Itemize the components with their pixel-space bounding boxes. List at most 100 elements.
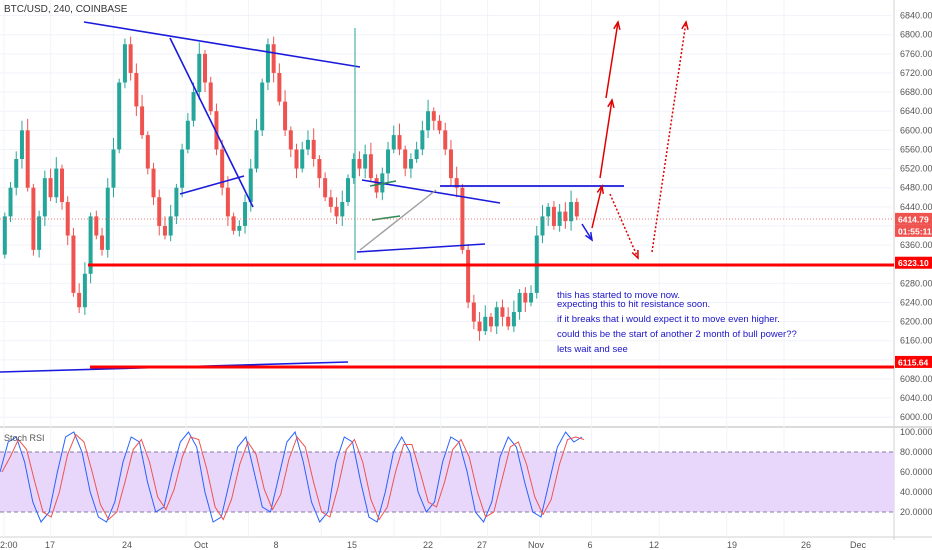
candle bbox=[517, 289, 522, 320]
time-tick-label: 15 bbox=[347, 540, 357, 550]
price-tick-label: 6000.00 bbox=[900, 412, 932, 422]
candle bbox=[203, 49, 207, 93]
candle bbox=[214, 103, 219, 156]
time-tick-label: 2:00 bbox=[0, 540, 18, 550]
candle bbox=[82, 262, 87, 315]
candle bbox=[265, 38, 270, 91]
trend-drawings bbox=[0, 20, 894, 373]
svg-text:01:55:11: 01:55:11 bbox=[898, 226, 932, 236]
time-axis[interactable]: 2:00 17 24 Oct 8 15 22 27 Nov 6 12 19 26 Dec bbox=[0, 540, 866, 550]
candle bbox=[140, 94, 145, 139]
candle bbox=[323, 172, 328, 202]
time-tick-label: Nov bbox=[528, 540, 545, 550]
candle bbox=[328, 189, 333, 213]
candle bbox=[8, 181, 13, 223]
candle bbox=[477, 312, 482, 341]
time-tick-label: 8 bbox=[273, 540, 278, 550]
projection-arrow bbox=[581, 223, 593, 241]
symbol-label[interactable]: BTC/USD, 240, COINBASE bbox=[4, 4, 128, 15]
stoch-tick-label: 80.0000 bbox=[900, 447, 932, 457]
trend-line bbox=[369, 180, 397, 187]
candle bbox=[14, 151, 19, 196]
candle bbox=[426, 99, 431, 138]
price-tick-label: 6800.00 bbox=[900, 30, 932, 40]
candle bbox=[88, 212, 93, 284]
candle bbox=[48, 168, 53, 202]
candle bbox=[494, 301, 499, 335]
candle bbox=[334, 197, 339, 225]
price-tick-label: 6600.00 bbox=[900, 125, 932, 135]
time-tick-label: Oct bbox=[194, 540, 209, 550]
note-line: lets wait and see bbox=[557, 344, 628, 355]
candle bbox=[363, 144, 368, 179]
candle bbox=[243, 194, 248, 234]
candle bbox=[420, 120, 425, 156]
candle bbox=[37, 210, 42, 258]
candle bbox=[237, 220, 242, 237]
candle bbox=[191, 82, 196, 127]
price-pane bbox=[0, 0, 894, 426]
price-tick-label: 6160.00 bbox=[900, 336, 932, 346]
arrow-head bbox=[585, 231, 594, 242]
candle bbox=[277, 63, 282, 106]
candle bbox=[254, 118, 259, 173]
time-tick-label: 12 bbox=[649, 540, 659, 550]
candle bbox=[368, 142, 373, 182]
candle bbox=[271, 36, 276, 83]
candle bbox=[288, 126, 293, 158]
trend-line bbox=[169, 37, 254, 208]
svg-text:6414.79: 6414.79 bbox=[898, 214, 929, 224]
candle bbox=[117, 78, 122, 154]
price-tick-label: 6360.00 bbox=[900, 240, 932, 250]
price-tick-label: 6840.00 bbox=[900, 11, 932, 21]
candle bbox=[77, 283, 82, 313]
candle bbox=[557, 203, 562, 232]
price-badge: 6115.64 bbox=[895, 355, 932, 368]
candle bbox=[529, 285, 534, 307]
price-tick-label: 6240.00 bbox=[900, 297, 932, 307]
stoch-tick-label: 60.0000 bbox=[900, 467, 932, 477]
trend-line bbox=[371, 215, 401, 221]
candle bbox=[65, 196, 70, 246]
trend-line bbox=[359, 189, 437, 251]
indicator-label[interactable]: Stoch RSI bbox=[4, 433, 45, 443]
trend-line bbox=[356, 243, 486, 253]
trend-line bbox=[83, 21, 361, 68]
price-tick-label: 6440.00 bbox=[900, 202, 932, 212]
candle bbox=[311, 128, 316, 167]
arrow-head bbox=[596, 184, 605, 195]
candle bbox=[283, 90, 288, 137]
candle bbox=[408, 153, 413, 179]
stoch-rsi-lines bbox=[0, 430, 585, 523]
price-badges: 6414.79 01:55:11 6323.10 6115.64 bbox=[895, 212, 932, 368]
price-tick-label: 6520.00 bbox=[900, 164, 932, 174]
candle bbox=[471, 294, 476, 330]
price-tick-label: 6040.00 bbox=[900, 393, 932, 403]
candle bbox=[540, 204, 545, 244]
arrow-head bbox=[681, 20, 689, 30]
candle bbox=[180, 143, 185, 198]
candle bbox=[2, 212, 7, 259]
price-tick-label: 6560.00 bbox=[900, 144, 932, 154]
candle bbox=[71, 227, 76, 297]
arrow-head bbox=[631, 249, 639, 260]
price-tick-label: 6080.00 bbox=[900, 374, 932, 384]
projection-arrow bbox=[651, 21, 687, 253]
candle bbox=[523, 287, 528, 313]
projection-arrow bbox=[605, 21, 619, 99]
candle bbox=[454, 166, 459, 198]
candle bbox=[31, 183, 36, 256]
candle bbox=[551, 201, 556, 230]
candle bbox=[157, 189, 162, 236]
stoch-tick-label: 100.0000 bbox=[900, 427, 932, 437]
candle bbox=[386, 141, 391, 183]
candle bbox=[443, 122, 448, 156]
projection-arrow bbox=[599, 99, 613, 179]
candle bbox=[346, 174, 350, 206]
svg-text:6323.10: 6323.10 bbox=[898, 258, 929, 268]
candle bbox=[174, 183, 179, 225]
candle bbox=[300, 141, 305, 173]
projection-arrow bbox=[591, 185, 603, 229]
